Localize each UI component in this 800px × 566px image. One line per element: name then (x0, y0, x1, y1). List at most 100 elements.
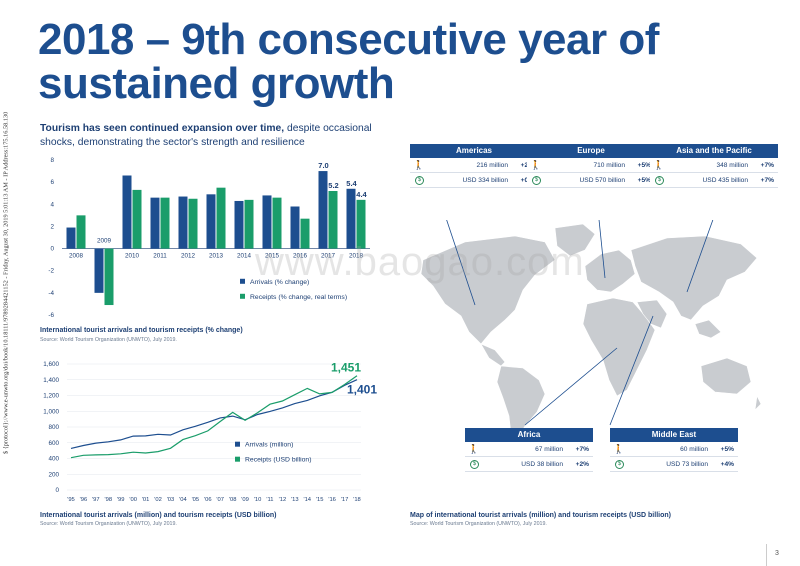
region-arrivals-change: +5% (637, 161, 651, 169)
bar-y-tick-label: 8 (50, 157, 54, 164)
bar-data-label: 5.2 (328, 181, 338, 190)
region-name: Africa (465, 428, 593, 442)
bar-data-label: 7.0 (318, 161, 328, 170)
line-x-tick-label: '02 (154, 497, 162, 503)
bar-arrivals (234, 200, 244, 249)
traveller-icon: 🚶 (653, 159, 665, 170)
page-subtitle: Tourism has seen continued expansion ove… (40, 122, 385, 150)
line-x-tick-label: '05 (192, 497, 200, 503)
line-x-tick-label: '04 (179, 497, 187, 503)
bar-x-tick-label: 2015 (265, 253, 280, 260)
region-arrivals-row: 🚶 348 million +7% (650, 158, 778, 173)
region-receipts-row: $ USD 435 billion +7% (650, 173, 778, 188)
map-australia (700, 357, 752, 395)
dollar-coin-icon: $ (615, 459, 624, 469)
bar-arrivals (178, 196, 188, 249)
bar-y-tick-label: -6 (48, 312, 54, 319)
bar-chart: 8 6 4 2 0 -2 -4 -6 2008 2009 2010 2011 2012 2013 2014 2… (48, 157, 370, 319)
bar-y-tick-label: 0 (50, 246, 54, 253)
region-receipts: USD 435 billion (702, 176, 748, 184)
line-x-tick-label: '07 (216, 497, 224, 503)
bar-arrivals (346, 188, 356, 249)
region-receipts-change: +5% (637, 176, 651, 184)
bar-receipts (272, 197, 282, 249)
region-arrivals-row: 🚶 710 million +5% (527, 158, 655, 173)
page-number: 3 (775, 550, 779, 557)
region-box-europe: Europe 🚶 710 million +5% $ USD 570 billion +5% (527, 144, 655, 188)
region-receipts-change: +2% (575, 460, 589, 468)
bar-x-tick-label-2009: 2009 (97, 238, 112, 245)
map-central-america (480, 343, 506, 367)
line-x-tick-label: '10 (254, 497, 262, 503)
bar-y-tick-label: 4 (50, 201, 54, 208)
region-receipts: USD 570 billion (579, 176, 625, 184)
page-divider (766, 544, 767, 566)
map-leader-europe (598, 220, 606, 279)
map-leader-asia (686, 220, 714, 293)
line-y-tick-label: 200 (48, 471, 59, 478)
map-leader-americas (446, 220, 476, 306)
line-x-tick-label: '08 (229, 497, 237, 503)
region-box-americas: Americas🚶216 million+2%$USD 334 billion+… (410, 144, 538, 188)
region-arrivals-change: +7% (575, 445, 589, 453)
bar-data-label: 4.4 (356, 190, 367, 199)
bar-x-tick-label: 2016 (293, 253, 308, 260)
region-arrivals: 67 million (535, 445, 563, 453)
line-legend-receipts: Receipts (USD billion) (245, 457, 311, 464)
region-receipts: USD 38 billion (521, 460, 563, 468)
region-arrivals-change: +7% (760, 161, 774, 169)
page-title: 2018 – 9th consecutive year of sustained… (38, 18, 738, 106)
bar-receipts (216, 187, 226, 249)
line-x-tick-label: '00 (129, 497, 137, 503)
bar-chart-caption: International tourist arrivals and touri… (40, 327, 243, 334)
line-legend-swatch-arrivals (235, 441, 240, 447)
side-url-stamp: $ {protocol}://www.e-unwto.org/doi/book/… (2, 111, 10, 455)
line-arrivals (70, 379, 358, 449)
bar-y-tick-label: 6 (50, 179, 54, 186)
subtitle-bold: Tourism has seen continued expansion ove… (40, 123, 285, 134)
line-y-tick-label: 400 (48, 456, 59, 463)
map-europe (584, 249, 636, 293)
map-north-america (420, 235, 556, 345)
region-name: Asia and the Pacific (650, 144, 778, 158)
bar-x-tick-label: 2014 (237, 253, 252, 260)
bar-x-tick-label: 2012 (181, 253, 196, 260)
map-caption: Map of international tourist arrivals (m… (410, 512, 671, 519)
region-receipts-row: $ USD 73 billion +4% (610, 457, 738, 472)
bar-receipts (104, 248, 114, 306)
bar-receipts (160, 197, 170, 249)
line-x-tick-label: '96 (80, 497, 88, 503)
region-box-asia-and-the-pacific: Asia and the Pacific 🚶 348 million +7% $ USD … (650, 144, 778, 188)
region-arrivals-row: 🚶 60 million +5% (610, 442, 738, 457)
bar-arrivals (206, 194, 216, 249)
traveller-icon: 🚶 (468, 443, 480, 454)
bar-receipts (188, 198, 198, 249)
line-y-tick-label: 1,400 (43, 377, 59, 384)
line-x-tick-label: '98 (105, 497, 113, 503)
line-x-tick-label: '97 (92, 497, 100, 503)
bar-receipts (76, 215, 86, 249)
line-x-tick-label: '17 (341, 497, 349, 503)
region-arrivals: 216 million (476, 161, 508, 169)
line-x-tick-label: '12 (279, 497, 287, 503)
bar-arrivals (290, 206, 300, 249)
map-asia (630, 235, 758, 321)
line-legend-arrivals: Arrivals (million) (245, 442, 293, 449)
bar-legend-arrivals: Arrivals (% change) (250, 279, 309, 286)
bar-x-tick-label: 2011 (153, 253, 167, 260)
line-legend-swatch-receipts (235, 456, 240, 462)
bar-y-tick-label: -4 (48, 290, 54, 297)
bar-legend-swatch-arrivals (240, 278, 245, 284)
dollar-coin-icon: $ (470, 459, 479, 469)
region-receipts: USD 73 billion (666, 460, 708, 468)
title-line-1: 2018 – 9th consecutive year of (38, 15, 659, 64)
bar-chart-source: Source: World Tourism Organization (UNWT… (40, 337, 177, 343)
bar-x-tick-label: 2013 (209, 253, 224, 260)
line-x-tick-label: '18 (353, 497, 361, 503)
region-receipts-change: +7% (760, 176, 774, 184)
line-x-tick-label: '13 (291, 497, 299, 503)
bar-receipts (132, 189, 142, 249)
dollar-coin-icon: $ (655, 175, 664, 185)
region-box-africa: Africa 🚶 67 million +7% $ USD 38 billion +2% (465, 428, 593, 472)
region-receipts-row: $ USD 570 billion +5% (527, 173, 655, 188)
